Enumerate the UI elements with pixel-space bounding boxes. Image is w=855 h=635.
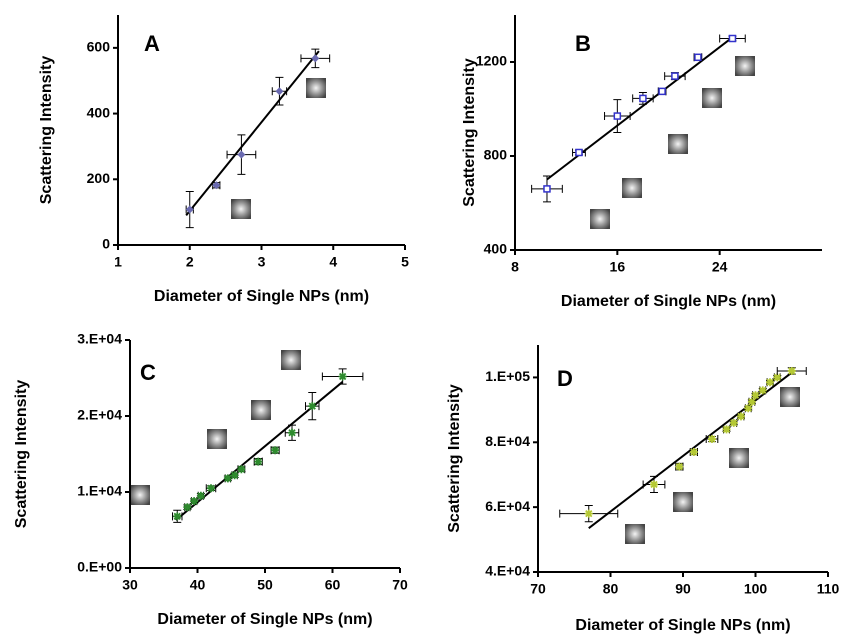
x-tick-label: 110 <box>817 581 840 597</box>
y-tick-label: 0 <box>102 236 110 252</box>
point <box>766 378 774 387</box>
x-tick-label: 5 <box>401 254 409 270</box>
y-tick-label: 1200 <box>476 53 507 69</box>
fit-line <box>185 50 320 217</box>
point <box>275 87 284 96</box>
point <box>613 112 622 120</box>
x-axis-title: Diameter of Single NPs (nm) <box>157 611 372 628</box>
point <box>311 54 320 63</box>
point <box>308 402 317 411</box>
x-tick-label: 2 <box>186 254 194 270</box>
point <box>196 491 205 500</box>
y-axis-title: Scattering Intensity <box>446 384 463 533</box>
point <box>237 465 246 474</box>
x-tick-label: 50 <box>257 577 273 593</box>
x-tick-label: 70 <box>530 581 546 597</box>
point <box>747 397 756 406</box>
point <box>271 446 280 455</box>
point <box>639 94 647 103</box>
y-tick-label: 400 <box>484 241 508 257</box>
y-tick-label: 4.E+04 <box>485 563 530 579</box>
nanoparticle-images <box>130 56 800 544</box>
point <box>212 181 221 190</box>
point <box>722 425 731 434</box>
x-tick-label: 16 <box>610 259 626 275</box>
point <box>237 150 246 159</box>
point <box>207 484 215 493</box>
x-axis-title: Diameter of Single NPs (nm) <box>575 617 790 634</box>
point <box>223 474 232 483</box>
point <box>183 503 192 512</box>
point <box>575 148 583 157</box>
x-tick-label: 90 <box>675 581 691 597</box>
x-tick-label: 80 <box>603 581 619 597</box>
panel-label: A <box>144 31 160 56</box>
y-axis-title: Scattering Intensity <box>38 56 55 205</box>
x-tick-label: 70 <box>392 577 408 593</box>
x-tick-label: 30 <box>122 577 138 593</box>
fit-line <box>546 36 734 181</box>
y-tick-label: 2.E+04 <box>77 407 122 423</box>
point <box>230 471 239 480</box>
y-tick-label: 0.E+00 <box>77 559 122 575</box>
y-tick-label: 8.E+04 <box>485 433 530 449</box>
y-axis-title: Scattering Intensity <box>13 380 30 529</box>
point <box>584 509 593 518</box>
point <box>751 391 760 400</box>
y-tick-label: 1.E+05 <box>485 368 530 384</box>
x-axis-title: Diameter of Single NPs (nm) <box>154 288 369 305</box>
point <box>787 366 796 375</box>
point <box>185 205 194 214</box>
point <box>173 512 182 521</box>
y-tick-label: 1.E+04 <box>77 483 122 499</box>
point <box>744 404 753 413</box>
point <box>543 185 551 193</box>
point <box>728 34 737 43</box>
y-tick-label: 800 <box>484 147 508 163</box>
x-tick-label: 1 <box>114 254 122 270</box>
point <box>671 72 679 80</box>
y-tick-label: 200 <box>87 170 111 186</box>
x-tick-label: 8 <box>511 259 519 275</box>
y-tick-label: 600 <box>87 39 111 55</box>
point <box>650 480 658 489</box>
y-axis-title: Scattering Intensity <box>461 58 478 207</box>
y-tick-label: 400 <box>87 104 111 120</box>
y-tick-label: 3.E+04 <box>77 331 122 347</box>
point <box>675 462 684 471</box>
x-axis-title: Diameter of Single NPs (nm) <box>561 293 776 310</box>
point <box>190 497 199 506</box>
point <box>729 418 738 427</box>
point <box>658 87 666 96</box>
x-tick-label: 24 <box>712 259 728 275</box>
y-tick-label: 6.E+04 <box>485 498 530 514</box>
point <box>338 372 347 381</box>
x-tick-label: 100 <box>744 581 768 597</box>
point <box>737 412 745 421</box>
x-tick-label: 3 <box>258 254 266 270</box>
panel-label: C <box>140 360 156 385</box>
panel-label: B <box>575 31 591 56</box>
point <box>773 373 782 382</box>
point <box>694 53 702 62</box>
point <box>708 435 716 444</box>
x-tick-label: 40 <box>190 577 206 593</box>
point <box>689 448 698 457</box>
point <box>254 457 263 466</box>
panel-label: D <box>557 366 573 391</box>
point <box>758 386 767 395</box>
x-tick-label: 4 <box>329 254 337 270</box>
x-tick-label: 60 <box>325 577 341 593</box>
point <box>288 428 296 437</box>
